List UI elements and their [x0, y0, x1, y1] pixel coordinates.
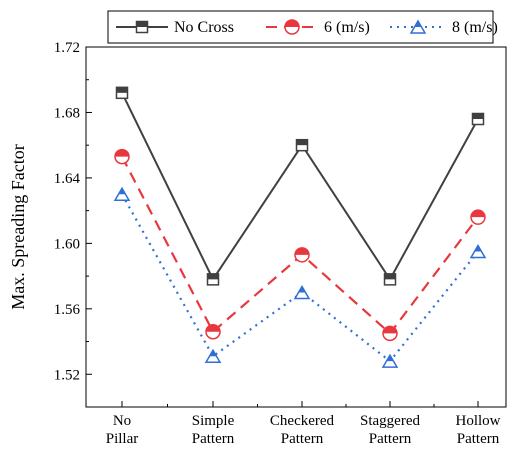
legend-box — [107, 10, 494, 44]
y-axis: 1.52 1.56 1.60 1.64 1.68 1.72 — [54, 40, 92, 408]
legend-marker-8-m-s — [409, 19, 427, 34]
series-line-8-m-s — [121, 193, 479, 363]
data-point-6-m-s — [114, 148, 130, 165]
data-point-8-m-s — [293, 284, 311, 300]
series-6-m-s — [114, 148, 486, 342]
legend: No Cross 6 (m/s) 8 (m/s) — [107, 10, 498, 44]
x-tick-label-hollow-pattern: Hollow Pattern — [456, 413, 501, 447]
data-point-6-m-s — [294, 247, 310, 263]
legend-item-6-m-s: 6 (m/s) — [266, 19, 370, 36]
data-point-6-m-s — [382, 325, 398, 342]
data-point-6-m-s — [205, 323, 221, 340]
y-tick-label: 1.64 — [54, 171, 81, 187]
data-point-no-cross — [295, 138, 309, 152]
series-line-6-m-s — [121, 156, 479, 335]
legend-label-6-m-s: 6 (m/s) — [324, 19, 370, 36]
y-tick-label: 1.72 — [54, 40, 80, 56]
y-axis-label: Max. Spreading Factor — [8, 144, 28, 309]
y-tick-label: 1.56 — [54, 302, 81, 318]
y-tick-label: 1.52 — [54, 367, 80, 383]
data-point-no-cross — [471, 112, 485, 126]
legend-item-8-m-s: 8 (m/s) — [390, 19, 498, 36]
data-point-8-m-s — [469, 244, 487, 259]
plot-frame — [85, 46, 507, 408]
series-layer — [113, 86, 487, 368]
x-tick-label-no-pillar: No Pillar — [106, 413, 139, 447]
y-tick-label: 1.68 — [54, 105, 80, 121]
legend-label-8-m-s: 8 (m/s) — [452, 19, 498, 36]
legend-item-no-cross: No Cross — [116, 19, 234, 36]
series-8-m-s — [113, 186, 487, 368]
data-point-no-cross — [383, 273, 397, 286]
x-axis: No Pillar Simple Pattern Checkered Pattern Sta… — [106, 401, 501, 447]
data-point-6-m-s — [470, 209, 486, 225]
x-tick-label-staggered-pattern: Staggered Pattern — [360, 413, 420, 447]
data-point-8-m-s — [113, 186, 131, 202]
legend-label-no-cross: No Cross — [174, 19, 234, 36]
plot-area: 1.52 1.56 1.60 1.64 1.68 1.72 No Pillar Simple P… — [54, 40, 507, 447]
data-point-no-cross — [115, 86, 129, 100]
legend-marker-6-m-s — [284, 19, 300, 35]
data-point-8-m-s — [204, 348, 222, 364]
y-tick-label: 1.60 — [54, 236, 80, 252]
legend-marker-no-cross — [135, 20, 149, 34]
data-point-no-cross — [206, 273, 220, 286]
x-tick-label-checkered-pattern: Checkered Pattern — [270, 413, 335, 447]
x-tick-label-simple-pattern: Simple Pattern — [192, 413, 235, 447]
series-no-cross — [115, 86, 485, 286]
data-point-8-m-s — [381, 353, 399, 368]
